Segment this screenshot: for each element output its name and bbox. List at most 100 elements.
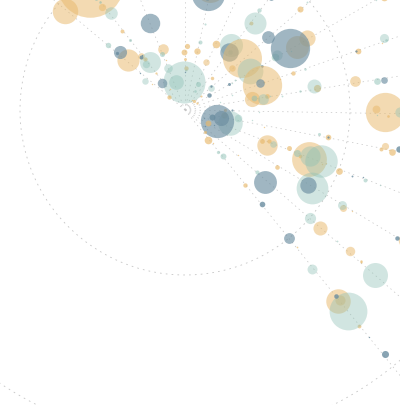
Point <box>378 147 384 153</box>
Point <box>146 20 153 27</box>
Point <box>194 49 200 55</box>
Point <box>297 153 304 160</box>
Point <box>203 60 210 66</box>
Point <box>380 35 387 42</box>
Point <box>213 41 219 48</box>
Point <box>182 70 188 77</box>
Point <box>366 334 372 341</box>
Point <box>188 98 195 104</box>
Point <box>279 94 285 100</box>
Point <box>208 76 215 82</box>
Point <box>381 78 387 84</box>
Point <box>208 83 214 90</box>
Point <box>294 45 300 51</box>
Point <box>394 235 400 242</box>
Point <box>337 297 343 304</box>
Point <box>362 177 368 183</box>
Point <box>226 49 233 56</box>
Point <box>142 79 148 85</box>
Point <box>182 56 188 63</box>
Point <box>288 49 294 55</box>
Point <box>358 260 364 266</box>
Point <box>274 52 280 59</box>
Point <box>304 35 311 42</box>
Point <box>373 113 380 119</box>
Point <box>214 149 221 156</box>
Point <box>316 132 322 138</box>
Point <box>138 54 144 61</box>
Point <box>270 141 276 148</box>
Point <box>377 182 384 189</box>
Point <box>396 109 400 116</box>
Point <box>229 107 235 114</box>
Point <box>399 114 400 120</box>
Point <box>372 0 379 4</box>
Point <box>210 140 216 147</box>
Point <box>259 139 265 145</box>
Point <box>307 215 313 222</box>
Point <box>108 11 114 17</box>
Point <box>248 117 255 124</box>
Point <box>221 113 227 119</box>
Point <box>348 208 355 215</box>
Point <box>332 293 339 300</box>
Point <box>251 95 257 102</box>
Point <box>228 81 235 87</box>
Point <box>372 272 378 279</box>
Point <box>297 88 303 95</box>
Point <box>296 7 303 13</box>
Point <box>229 66 235 72</box>
Point <box>268 0 274 1</box>
Point <box>163 58 169 64</box>
Point <box>117 49 123 56</box>
Point <box>198 93 204 100</box>
Point <box>200 115 207 122</box>
Point <box>323 160 329 166</box>
Point <box>196 40 203 47</box>
Point <box>389 150 395 156</box>
Point <box>262 179 268 185</box>
Point <box>256 7 262 14</box>
Point <box>181 49 188 56</box>
Point <box>138 53 144 60</box>
Point <box>204 0 210 2</box>
Point <box>184 43 190 50</box>
Point <box>142 61 149 68</box>
Point <box>94 0 100 1</box>
Point <box>242 182 248 189</box>
Point <box>261 79 267 86</box>
Point <box>286 235 292 242</box>
Point <box>202 129 208 136</box>
Point <box>382 144 388 150</box>
Point <box>249 96 255 103</box>
Point <box>232 78 238 84</box>
Point <box>287 46 293 52</box>
Point <box>294 244 300 251</box>
Point <box>228 43 234 49</box>
Point <box>260 124 267 130</box>
Point <box>349 173 355 180</box>
Point <box>183 68 189 74</box>
Point <box>309 266 315 273</box>
Point <box>139 52 146 59</box>
Point <box>334 238 340 245</box>
Point <box>260 97 267 103</box>
Point <box>181 79 188 85</box>
Point <box>276 77 283 83</box>
Point <box>229 92 236 99</box>
Point <box>254 169 260 176</box>
Point <box>126 38 133 44</box>
Point <box>147 59 154 66</box>
Point <box>352 49 359 55</box>
Point <box>316 226 323 232</box>
Point <box>214 118 220 125</box>
Point <box>356 323 362 330</box>
Point <box>149 81 155 88</box>
Point <box>167 86 173 92</box>
Point <box>158 80 165 87</box>
Point <box>205 120 212 126</box>
Point <box>96 0 103 6</box>
Point <box>160 47 166 53</box>
Point <box>208 114 215 121</box>
Point <box>386 147 393 153</box>
